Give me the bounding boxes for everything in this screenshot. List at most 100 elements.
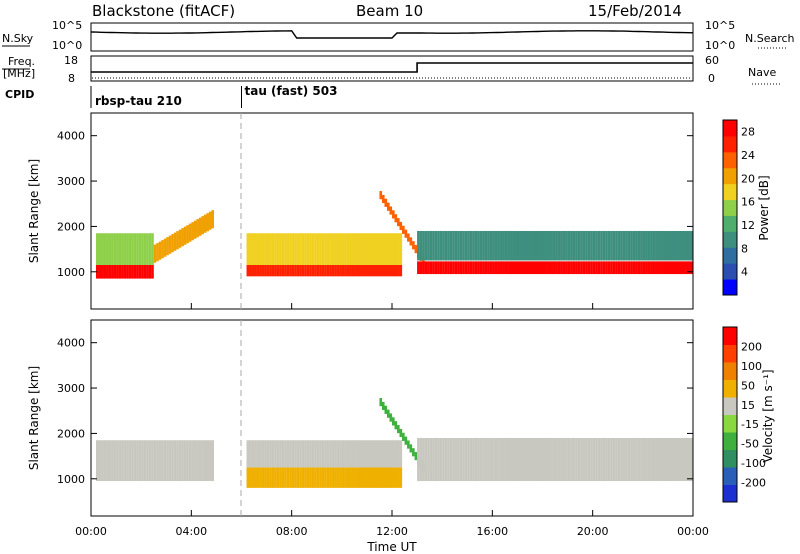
scatter-cell <box>386 467 390 488</box>
colorbar-swatch <box>723 151 737 169</box>
scatter-cell <box>537 261 541 275</box>
scatter-cell <box>334 440 337 468</box>
scatter-cell <box>555 261 558 275</box>
scatter-cell <box>635 230 638 261</box>
scatter-cell <box>680 437 684 482</box>
scatter-cell <box>276 440 280 468</box>
scatter-cell <box>462 437 465 482</box>
scatter-cell <box>567 261 571 275</box>
scatter-cell <box>532 230 536 261</box>
colorbar-swatch <box>723 199 737 216</box>
scatter-cell <box>324 467 327 488</box>
scatter-cell <box>522 230 526 261</box>
scatter-cell <box>106 440 109 482</box>
scatter-cell <box>271 264 275 277</box>
scatter-cell <box>151 440 154 482</box>
scatter-cell <box>384 198 388 207</box>
scatter-cell <box>168 440 172 482</box>
scatter-cell <box>354 467 357 488</box>
scatter-cell <box>497 261 500 275</box>
scatter-cell <box>118 233 122 265</box>
scatter-cell <box>339 467 342 488</box>
scatter-cell <box>552 437 556 482</box>
power-panel: 1000 2000 3000 4000 Slant Range [km] 4 8 12 16… <box>27 112 771 310</box>
scatter-cell <box>178 440 182 482</box>
scatter-cell <box>555 437 558 482</box>
scatter-cell <box>381 194 385 204</box>
scatter-cell <box>397 440 400 468</box>
scatter-cell <box>389 440 393 468</box>
scatter-cell <box>334 467 337 488</box>
scatter-cell <box>291 467 295 488</box>
scatter-cell <box>444 230 448 261</box>
scatter-cell <box>545 437 548 482</box>
scatter-cell <box>121 233 124 265</box>
scatter-cell <box>254 264 257 277</box>
scatter-cell <box>527 437 531 482</box>
scatter-cell <box>537 230 541 261</box>
scatter-cell <box>133 440 137 482</box>
scatter-cell <box>474 230 478 261</box>
scatter-cell <box>289 467 292 488</box>
scatter-cell <box>524 261 528 275</box>
scatter-cell <box>136 440 139 482</box>
scatter-cell <box>386 440 390 468</box>
scatter-cell <box>108 264 112 279</box>
scatter-cell <box>123 233 127 265</box>
colorbar-swatch <box>723 135 737 153</box>
scatter-cell <box>374 467 378 488</box>
scatter-cell <box>469 261 473 275</box>
scatter-cell <box>414 452 418 461</box>
scatter-cell <box>437 261 440 275</box>
scatter-cell <box>442 437 445 482</box>
scatter-cell <box>111 233 114 265</box>
scatter-cell <box>587 261 591 275</box>
scatter-cell <box>314 440 317 468</box>
scatter-cell <box>314 467 317 488</box>
scatter-cell <box>196 219 199 238</box>
freq-tick-top: 18 <box>64 54 78 67</box>
scatter-cell <box>289 440 292 468</box>
scatter-cell <box>191 222 194 241</box>
scatter-cell <box>394 214 398 223</box>
scatter-cell <box>256 264 260 277</box>
scatter-cell <box>379 264 383 277</box>
scatter-cell <box>173 440 177 482</box>
scatter-cell <box>359 440 362 468</box>
scatter-cell <box>414 245 418 254</box>
scatter-cell <box>655 261 658 275</box>
scatter-cell <box>246 264 250 277</box>
scatter-cell <box>442 261 445 275</box>
scatter-cell <box>529 230 533 261</box>
beam-title: Beam 10 <box>356 2 423 20</box>
power-ylabel: Slant Range [km] <box>27 159 41 263</box>
scatter-cell <box>602 230 606 261</box>
scatter-cell <box>261 467 265 488</box>
scatter-cell <box>138 233 142 265</box>
x-tick-label: 04:00 <box>175 525 207 538</box>
scatter-cell <box>176 440 179 482</box>
scatter-cell <box>562 230 566 261</box>
scatter-cell <box>111 264 114 279</box>
scatter-cell <box>146 440 149 482</box>
scatter-cell <box>399 428 403 438</box>
scatter-cell <box>274 264 277 277</box>
scatter-cell <box>547 261 551 275</box>
colorbar-tick-label: 20 <box>741 172 755 185</box>
scatter-cell <box>532 437 536 482</box>
scatter-cell <box>336 233 340 265</box>
scatter-cell <box>615 230 618 261</box>
scatter-cell <box>148 264 152 279</box>
scatter-cell <box>552 261 556 275</box>
scatter-cell <box>399 221 403 231</box>
velocity-colorbar: 200 100 50 15 -15 -50 -100 -200 <box>722 326 766 503</box>
scatter-cell <box>329 440 332 468</box>
scatter-cell <box>264 467 267 488</box>
scatter-cell <box>622 437 626 482</box>
scatter-cell <box>577 230 581 261</box>
scatter-cell <box>427 261 430 275</box>
scatter-cell <box>319 467 322 488</box>
scatter-cell <box>469 230 473 261</box>
scatter-cell <box>422 230 425 261</box>
scatter-cell <box>580 261 583 275</box>
